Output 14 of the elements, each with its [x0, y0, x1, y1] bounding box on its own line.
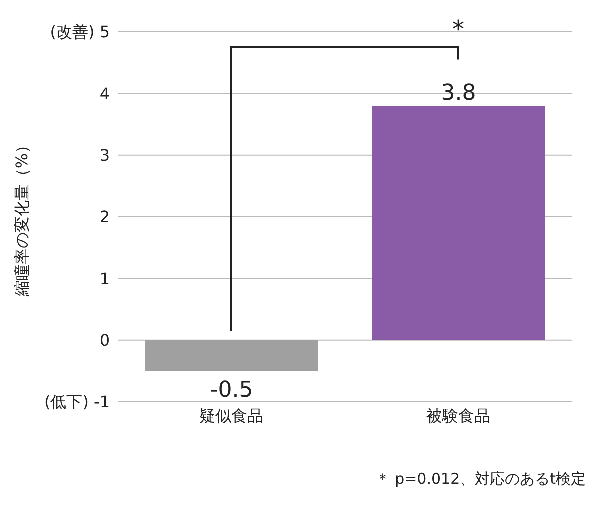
data-label: 3.8: [441, 81, 476, 106]
data-label: -0.5: [210, 378, 254, 404]
text: ＊ p=0.012、対応のあるt検定: [375, 470, 586, 488]
x-tick-label: 疑似食品: [200, 406, 264, 426]
x-tick-label: 被験食品: [426, 406, 490, 426]
y-tick-label: 2: [100, 208, 110, 227]
y-axis-title: 縮瞳率の変化量（%）: [12, 137, 32, 298]
y-tick-label: 3: [100, 146, 110, 166]
annotation: *: [452, 15, 464, 44]
y-tick-label: 1: [100, 269, 110, 288]
y-tick-label: 4: [100, 84, 110, 104]
y-tick-label: (低下) -1: [44, 392, 110, 412]
y-tick-label: (改善) 5: [50, 22, 110, 42]
y-tick-label: 0: [100, 331, 110, 350]
